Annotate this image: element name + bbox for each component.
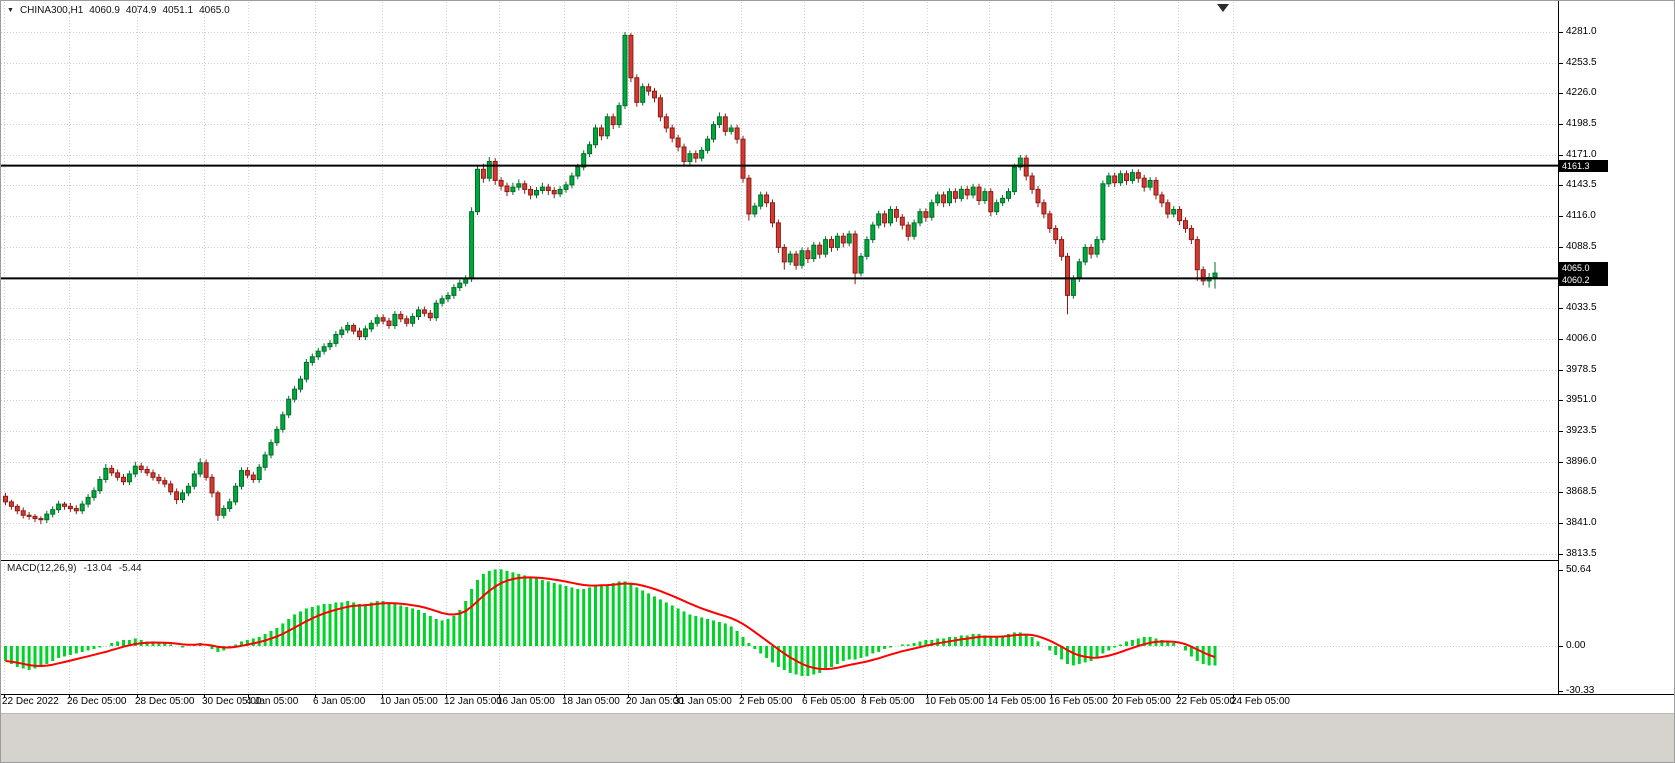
time-axis-label: 20 Jan 05:00	[626, 696, 684, 707]
macd-axis-label: 50.64	[1566, 563, 1592, 575]
price-axis-label: 4226.0	[1566, 87, 1597, 99]
time-axis-label: 16 Feb 05:00	[1049, 696, 1108, 707]
price-axis-label: 4033.5	[1566, 302, 1597, 314]
ohlc-high: 4074.9	[125, 5, 157, 16]
time-axis-label: 24 Feb 05:00	[1231, 696, 1290, 707]
macd-axis-label: -30.33	[1566, 685, 1595, 697]
bid-price-tag[interactable]: 4065.0	[1559, 262, 1608, 275]
time-axis-label: 18 Jan 05:00	[562, 696, 620, 707]
price-axis-label: 4253.5	[1566, 56, 1597, 68]
price-axis-label: 4281.0	[1566, 26, 1597, 38]
price-axis-label: 3923.5	[1566, 424, 1597, 436]
chart-shift-marker[interactable]	[1217, 4, 1229, 12]
time-axis-label: 2 Feb 05:00	[739, 696, 793, 707]
hline-price-tag-4161.3[interactable]: 4161.3	[1559, 159, 1608, 172]
macd-signal-value: -5.44	[118, 563, 142, 574]
macd-signal-line	[5, 576, 1216, 671]
macd-name: MACD(12,26,9)	[7, 563, 77, 574]
time-axis-label: 31 Jan 05:00	[674, 696, 732, 707]
time-axis-label: 4 Jan 05:00	[246, 696, 299, 707]
price-axis-label: 3978.5	[1566, 363, 1597, 375]
axis-borders	[1, 1, 1674, 698]
macd-indicator-label: MACD(12,26,9) -13.04 -5.44	[7, 563, 142, 574]
macd-main-value: -13.04	[83, 563, 112, 574]
macd-axis-label: 0.00	[1566, 639, 1586, 651]
time-axis-label: 20 Feb 05:00	[1112, 696, 1171, 707]
window-bottom-margin	[1, 713, 1674, 762]
time-axis-label: 22 Feb 05:00	[1176, 696, 1235, 707]
grid	[1, 2, 1558, 694]
ohlc-low: 4051.1	[162, 5, 194, 16]
hline-price-tag-4060.2[interactable]: 4060.2	[1559, 273, 1608, 286]
time-axis-label: 6 Feb 05:00	[802, 696, 856, 707]
price-axis-label: 3868.5	[1566, 486, 1597, 498]
price-axis[interactable]: 4281.0 4253.5 4226.0 4198.5 4171.0 4143.5 4116…	[1559, 1, 1674, 712]
symbol-name: CHINA300,H1	[19, 5, 84, 16]
price-axis-label: 3951.0	[1566, 394, 1597, 406]
time-axis-label: 16 Jan 05:00	[497, 696, 555, 707]
ohlc-open: 4060.9	[89, 5, 120, 16]
time-axis-label: 22 Dec 2022	[2, 696, 59, 707]
candlesticks	[3, 32, 1218, 525]
time-axis-label: 8 Feb 05:00	[861, 696, 915, 707]
price-axis-label: 3841.0	[1566, 517, 1597, 529]
price-axis-label: 4198.5	[1566, 118, 1597, 130]
price-axis-label: 4116.0	[1566, 210, 1596, 222]
price-axis-label: 4143.5	[1566, 179, 1597, 191]
time-axis[interactable]: 22 Dec 2022 26 Dec 05:00 28 Dec 05:00 30 De…	[1, 696, 1674, 712]
time-axis-label: 28 Dec 05:00	[135, 696, 195, 707]
price-axis-label: 4171.0	[1566, 148, 1597, 160]
macd-histogram	[4, 569, 1217, 676]
ohlc-close: 4065.0	[199, 5, 230, 16]
time-axis-label: 14 Feb 05:00	[987, 696, 1046, 707]
time-axis-label: 10 Feb 05:00	[925, 696, 984, 707]
symbol-dropdown-icon[interactable]: ▼	[7, 6, 14, 14]
time-axis-label: 10 Jan 05:00	[380, 696, 438, 707]
price-axis-label: 4006.0	[1566, 332, 1597, 344]
time-axis-label: 12 Jan 05:00	[444, 696, 502, 707]
time-axis-label: 26 Dec 05:00	[67, 696, 127, 707]
symbol-label: ▼ CHINA300,H1 4060.9 4074.9 4051.1 4065.…	[7, 5, 230, 16]
price-axis-label: 4088.5	[1566, 240, 1597, 252]
price-axis-label: 3896.0	[1566, 455, 1597, 467]
time-axis-label: 30 Dec 05:00	[202, 696, 262, 707]
price-axis-label: 3813.5	[1566, 547, 1597, 559]
time-axis-label: 6 Jan 05:00	[313, 696, 366, 707]
